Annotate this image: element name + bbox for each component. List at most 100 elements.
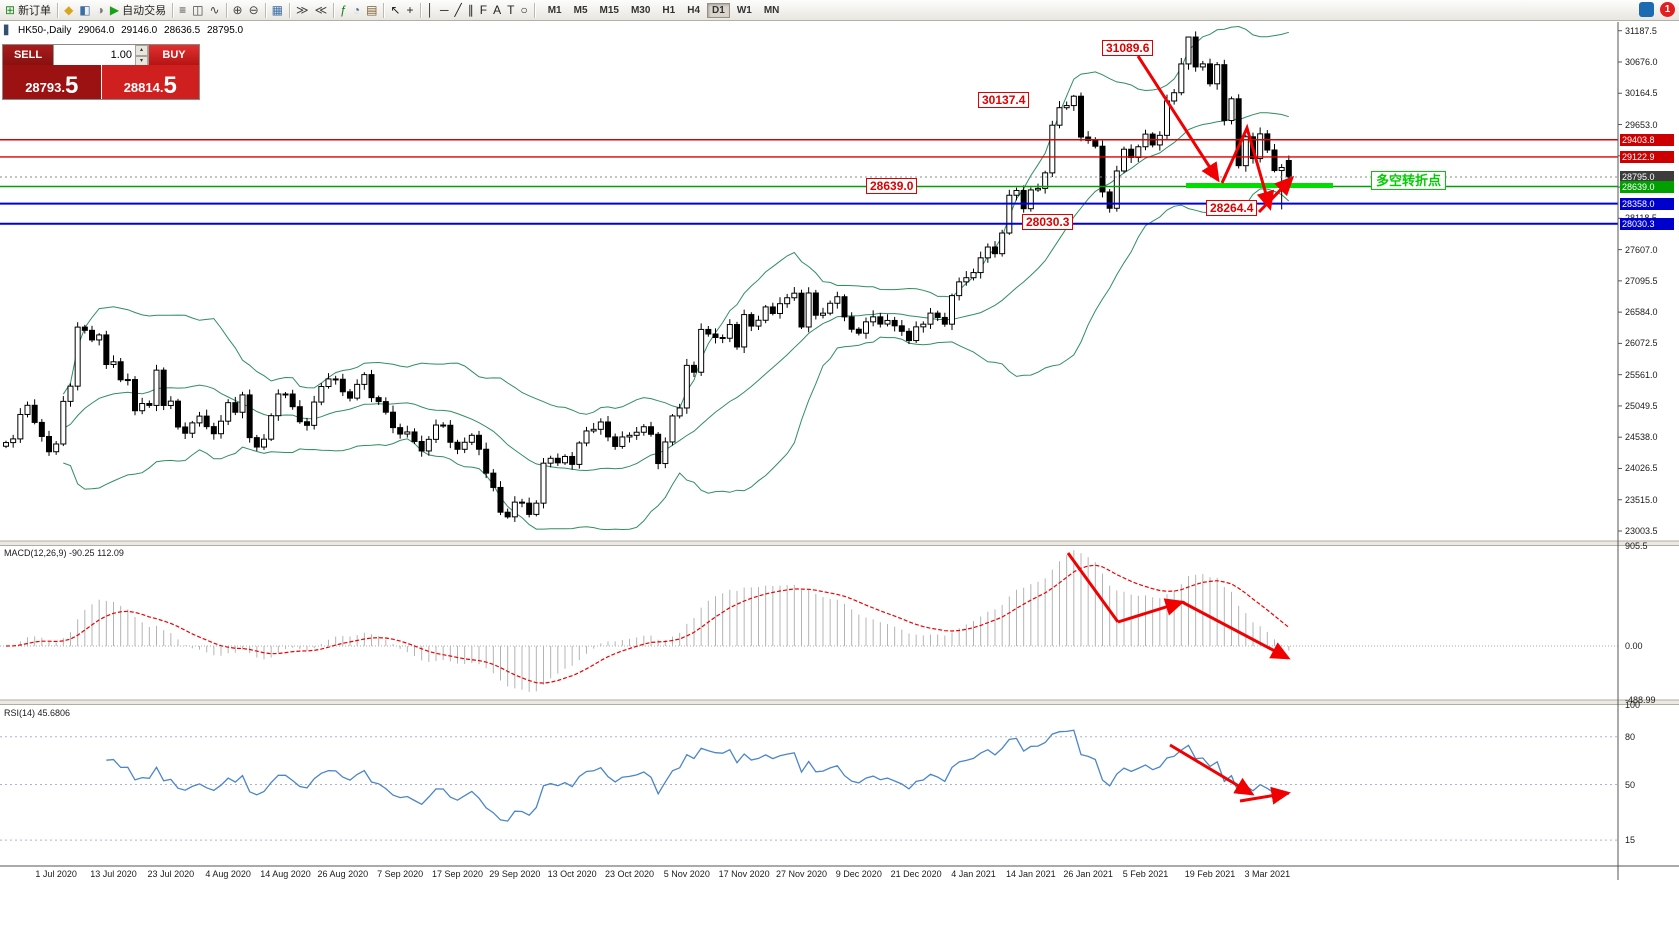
buy-price-button[interactable]: 28814. 5 [100, 65, 199, 99]
time-axis-label[interactable]: 4 Jan 2021 [951, 869, 996, 879]
price-annotation[interactable]: 28264.4 [1206, 200, 1258, 216]
timeframe-m5-button[interactable]: M5 [573, 4, 588, 16]
fibonacci-button[interactable]: F [477, 2, 490, 19]
toolbar-separator [57, 2, 59, 18]
sell-price-button[interactable]: 28793. 5 [3, 65, 101, 99]
text-icon: A [493, 3, 502, 17]
time-axis-label[interactable]: 1 Jul 2020 [35, 869, 77, 879]
crosshair-icon: + [406, 3, 414, 17]
price-annotation[interactable]: 31089.6 [1102, 40, 1154, 56]
timeframe-w1-button[interactable]: W1 [736, 4, 752, 16]
channel-button[interactable]: ∥ [465, 2, 477, 19]
zoom-in-button[interactable]: ⊕ [230, 2, 246, 19]
timeframe-h4-button[interactable]: H4 [687, 4, 701, 16]
data-window-button[interactable]: ◑ [94, 2, 107, 19]
candlestick-chart-button[interactable]: ◫ [189, 2, 206, 19]
bar-chart-icon: ≡ [179, 3, 187, 17]
time-axis-label[interactable]: 14 Jan 2021 [1006, 869, 1056, 879]
sell-price-main: 28793. [25, 80, 65, 95]
crosshair-button[interactable]: + [403, 2, 416, 19]
price-axis-tick: 30164.5 [1625, 88, 1658, 99]
toolbar-separator [264, 2, 266, 18]
timeframe-mn-button[interactable]: MN [763, 4, 780, 16]
vertical-line-button[interactable]: │ [424, 2, 438, 19]
periods-button[interactable]: ◔ [350, 2, 363, 19]
auto-trading-button[interactable]: ▶ 自动交易 [107, 2, 169, 19]
volume-up-button[interactable]: ▴ [135, 45, 148, 56]
auto-trading-icon: ▶ [109, 3, 120, 17]
time-axis-label[interactable]: 29 Sep 2020 [489, 869, 541, 879]
navigator-button[interactable]: ◧ [76, 2, 93, 19]
chart-shift-button[interactable]: ≪ [312, 2, 331, 19]
ohlc-low: 28636.5 [164, 25, 201, 36]
price-axis-tick: 24538.0 [1625, 432, 1658, 443]
time-axis-label[interactable]: 26 Aug 2020 [317, 869, 369, 879]
time-axis-label[interactable]: 5 Feb 2021 [1122, 869, 1169, 879]
volume-input[interactable]: 1.00 [110, 49, 132, 61]
price-axis-tick: 25049.5 [1625, 400, 1658, 411]
market-watch-button[interactable]: ◆ [61, 2, 76, 19]
turning-point-note[interactable]: 多空转折点 [1371, 171, 1447, 190]
time-axis-label[interactable]: 17 Nov 2020 [718, 869, 770, 879]
price-line-label: 29403.8 [1620, 133, 1674, 146]
time-axis-label[interactable]: 21 Dec 2020 [890, 869, 942, 879]
zoom-out-button[interactable]: ⊖ [246, 2, 262, 19]
macd-axis-tick: 0.00 [1625, 640, 1643, 651]
horizontal-line-icon: ─ [440, 3, 449, 17]
volume-box[interactable]: 1.00 ▴ ▾ [53, 45, 149, 67]
time-axis-label[interactable]: 27 Nov 2020 [775, 869, 828, 879]
templates-button[interactable]: ▤ [363, 2, 380, 19]
time-axis-label[interactable]: 5 Nov 2020 [663, 869, 710, 879]
shapes-button[interactable]: ○ [517, 2, 530, 19]
time-axis-label[interactable]: 23 Oct 2020 [604, 869, 655, 879]
new-order-button-label: 新订单 [18, 5, 52, 17]
text-button[interactable]: A [490, 2, 504, 19]
channel-icon: ∥ [467, 3, 474, 17]
timeframe-m30-button[interactable]: M30 [630, 4, 651, 16]
data-window-icon: ◑ [96, 3, 104, 17]
time-axis-label[interactable]: 4 Aug 2020 [205, 869, 251, 879]
price-axis-tick: 23003.5 [1625, 526, 1658, 536]
cursor-button[interactable]: ↖ [387, 2, 403, 19]
time-axis-label[interactable]: 9 Dec 2020 [835, 869, 882, 879]
macd-axis-tick: -488.99 [1625, 695, 1656, 705]
new-order-icon: ⊞ [5, 3, 16, 17]
trendline-icon: ╱ [454, 3, 462, 17]
line-chart-button[interactable]: ∿ [206, 2, 222, 19]
time-axis-label[interactable]: 13 Jul 2020 [90, 869, 137, 879]
zoom-out-icon: ⊖ [248, 3, 259, 17]
time-axis-label[interactable]: 23 Jul 2020 [147, 869, 195, 879]
toolbar-separator [383, 2, 385, 18]
indicators-button[interactable]: ƒ [337, 2, 350, 19]
line-chart-icon: ∿ [209, 3, 220, 17]
price-annotation[interactable]: 28639.0 [866, 178, 918, 194]
horizontal-line-button[interactable]: ─ [437, 2, 452, 19]
timeframe-m1-button[interactable]: M1 [547, 4, 562, 16]
bar-chart-button[interactable]: ≡ [176, 2, 189, 19]
sell-button[interactable]: SELL [3, 45, 53, 65]
new-order-button[interactable]: ⊞ 新订单 [2, 2, 54, 19]
time-axis-label[interactable]: 3 Mar 2021 [1244, 869, 1291, 879]
time-axis-label[interactable]: 7 Sep 2020 [377, 869, 424, 879]
notification-badge[interactable]: 1 [1660, 2, 1675, 17]
price-annotation[interactable]: 28030.3 [1022, 214, 1074, 230]
timeframe-h1-button[interactable]: H1 [662, 4, 676, 16]
trendline-button[interactable]: ╱ [452, 2, 465, 19]
label-button[interactable]: T [504, 2, 517, 19]
timeframe-d1-button[interactable]: D1 [707, 2, 730, 18]
tile-windows-button[interactable]: ▦ [269, 2, 286, 19]
buy-button[interactable]: BUY [149, 45, 199, 65]
time-axis-label[interactable]: 14 Aug 2020 [260, 869, 311, 879]
time-axis-label[interactable]: 17 Sep 2020 [431, 869, 484, 879]
price-annotation[interactable]: 30137.4 [978, 92, 1030, 108]
time-axis-label[interactable]: 26 Jan 2021 [1063, 869, 1113, 879]
time-axis-label[interactable]: 19 Feb 2021 [1184, 869, 1236, 879]
time-axis-label[interactable]: 13 Oct 2020 [547, 869, 597, 879]
chart-title: HK50-,Daily 29064.0 29146.0 28636.5 2879… [18, 25, 247, 36]
auto-trading-button-label: 自动交易 [122, 5, 167, 17]
timeframe-m15-button[interactable]: M15 [599, 4, 619, 16]
app-logo-icon[interactable] [1639, 2, 1654, 17]
auto-scroll-button[interactable]: ≫ [293, 2, 312, 19]
